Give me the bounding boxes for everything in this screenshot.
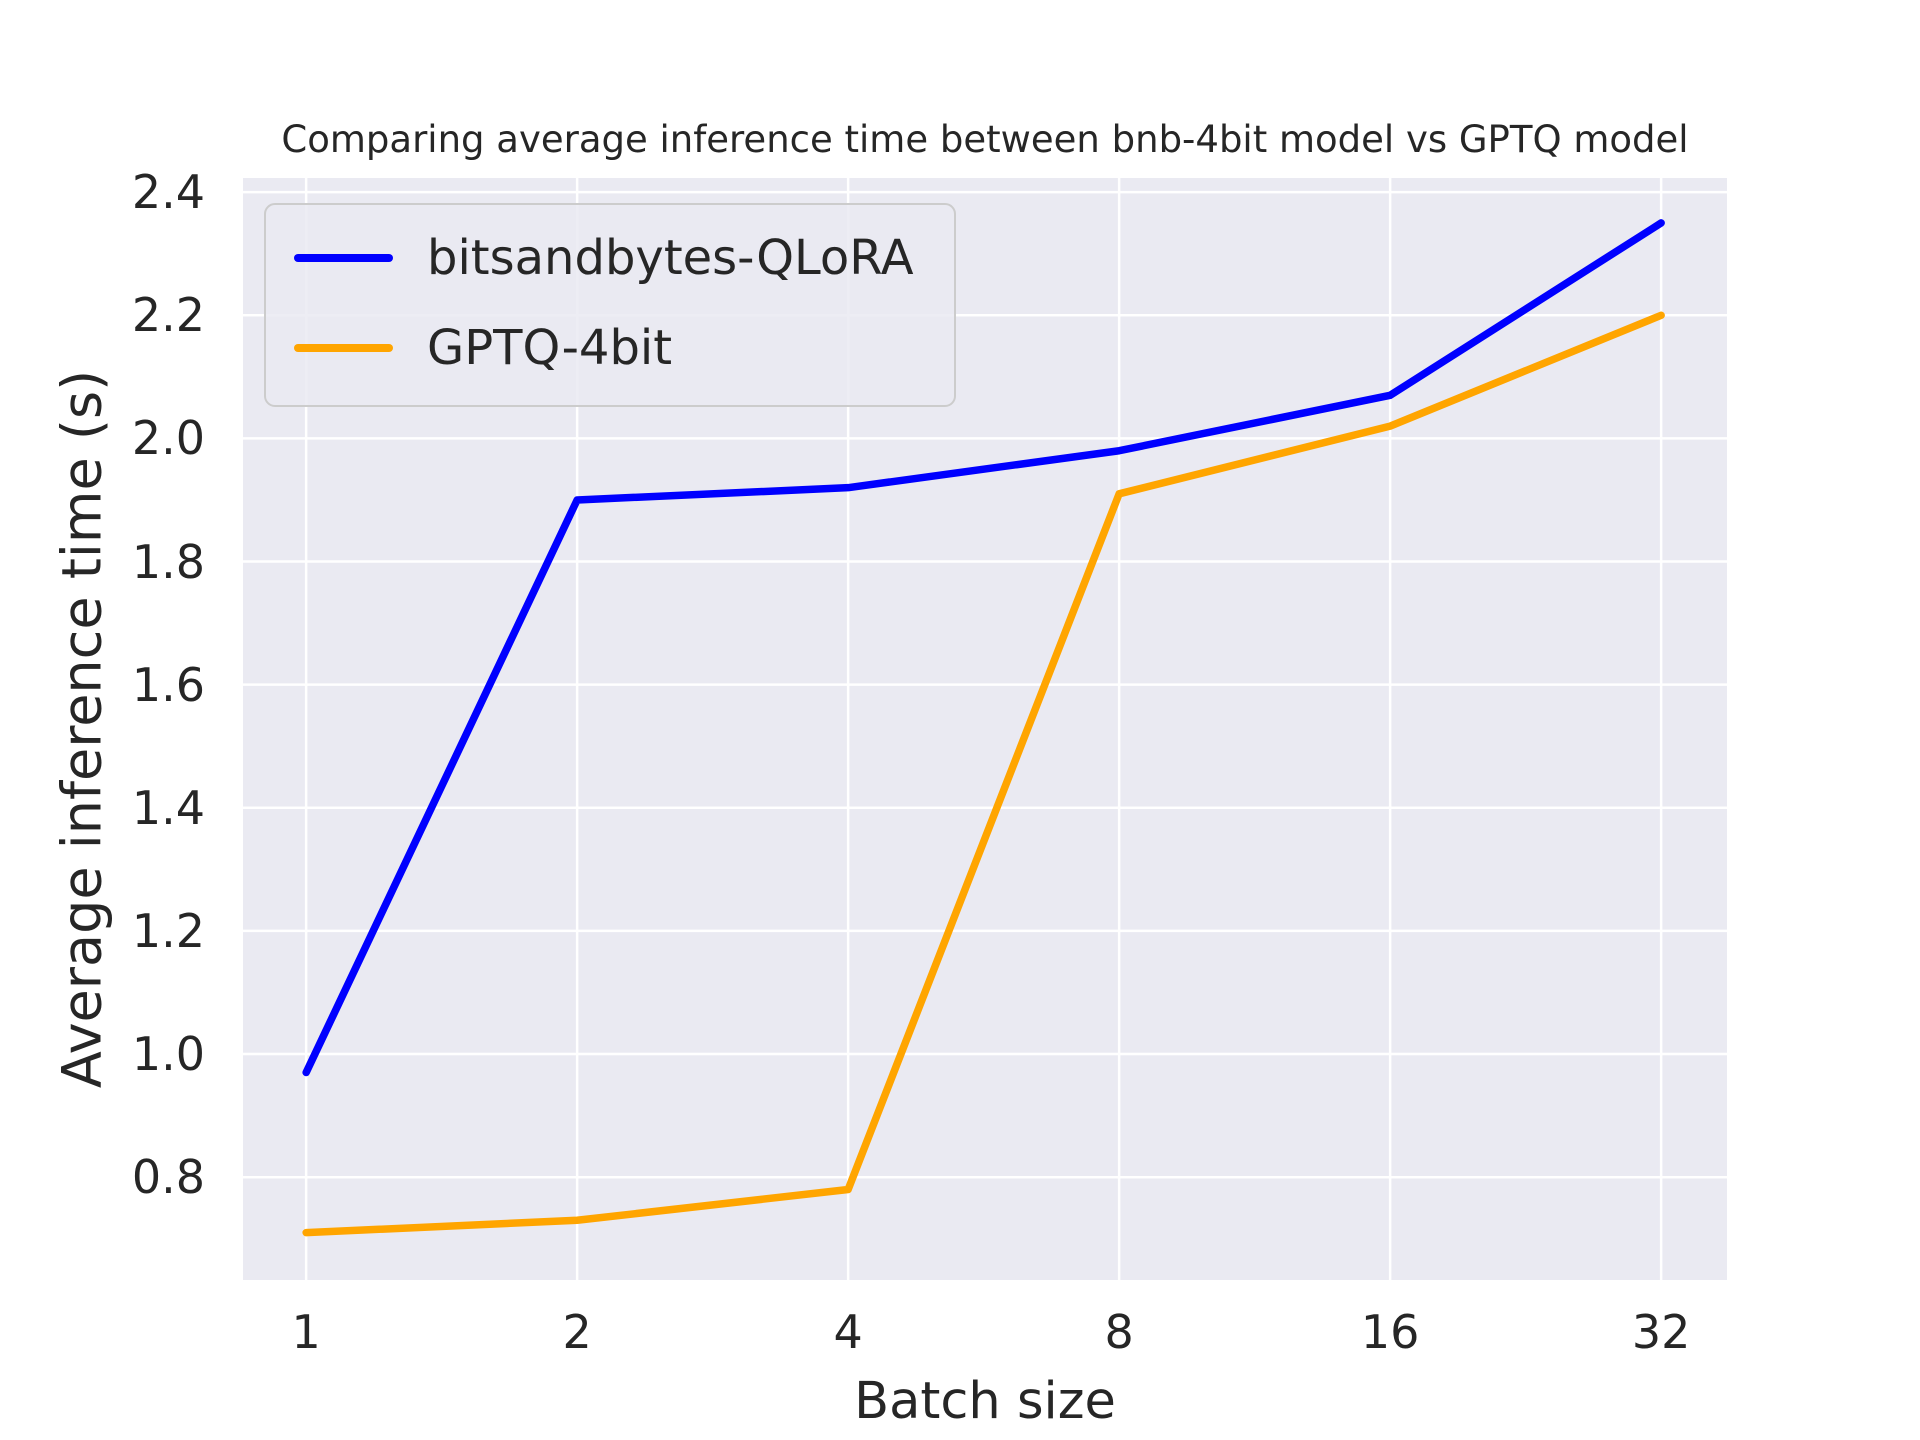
legend-line-sample-blue	[294, 254, 393, 262]
plot-area: bitsandbytes-QLoRA GPTQ-4bit	[243, 178, 1727, 1280]
legend: bitsandbytes-QLoRA GPTQ-4bit	[264, 203, 956, 407]
x-tick-label: 2	[562, 1305, 592, 1359]
y-tick-label: 1.4	[131, 780, 205, 835]
legend-label: bitsandbytes-QLoRA	[427, 230, 914, 286]
series-line-GPTQ-4bit	[302, 311, 1665, 1237]
legend-line-sample-orange	[294, 344, 393, 352]
y-tick-label: 2.4	[131, 165, 205, 220]
series-line-bitsandbytes-QLoRA	[302, 219, 1665, 1077]
y-tick-label: 1.0	[131, 1027, 205, 1082]
y-tick-label: 1.6	[131, 657, 205, 712]
y-tick-label: 2.2	[131, 288, 205, 343]
y-axis-label: Average inference time (s)	[50, 369, 114, 1089]
chart-title: Comparing average inference time between…	[281, 118, 1689, 161]
x-tick-label: 8	[1104, 1305, 1134, 1359]
y-tick-label: 1.8	[131, 534, 205, 589]
y-tick-label: 0.8	[131, 1150, 205, 1205]
x-tick-label: 1	[291, 1305, 321, 1359]
x-tick-label: 32	[1631, 1305, 1691, 1359]
legend-label: GPTQ-4bit	[427, 320, 673, 376]
y-tick-label: 1.2	[131, 903, 205, 958]
x-tick-label: 16	[1360, 1305, 1420, 1359]
x-tick-label: 4	[833, 1305, 863, 1359]
y-tick-label: 2.0	[131, 411, 205, 466]
legend-item: bitsandbytes-QLoRA	[294, 229, 914, 287]
legend-item: GPTQ-4bit	[294, 319, 914, 377]
x-axis-label: Batch size	[854, 1372, 1116, 1431]
